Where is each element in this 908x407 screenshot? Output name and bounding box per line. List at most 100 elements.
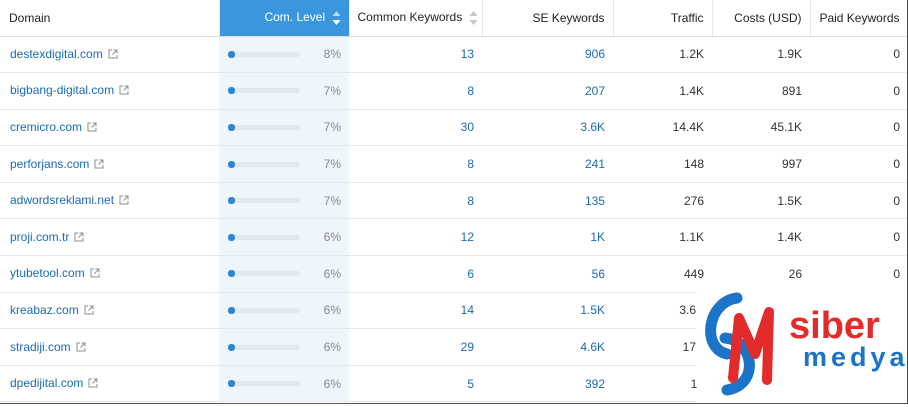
paid-keywords-value: 0 (810, 72, 908, 110)
com-level-bar-fill (228, 160, 235, 168)
com-level-bar (228, 87, 300, 95)
common-keywords-link[interactable]: 5 (467, 376, 474, 391)
domain-cell: proji.com.tr (0, 218, 219, 257)
external-link-icon[interactable] (119, 84, 129, 98)
header-costs[interactable]: Costs (USD) (712, 0, 811, 37)
header-paid-keywords[interactable]: Paid Keywords (810, 0, 908, 37)
se-keywords-link[interactable]: 4.6K (580, 340, 605, 355)
com-level-bar-fill (228, 270, 235, 278)
domain-link[interactable]: adwordsreklami.net (10, 193, 115, 208)
com-level-bar-fill (228, 87, 235, 95)
costs-value: 1.5K (712, 182, 810, 220)
com-level-bar-fill (228, 380, 235, 388)
traffic-value: 449 (613, 255, 712, 293)
se-keywords-cell: 1K (482, 218, 613, 257)
domain-link[interactable]: stradiji.com (10, 339, 71, 354)
domain-cell: destexdigital.com (0, 36, 219, 74)
se-keywords-cell: 207 (482, 72, 613, 110)
common-keywords-cell: 14 (349, 292, 482, 330)
costs-value: 26 (712, 255, 810, 293)
costs-value: 1.9K (712, 36, 810, 74)
table-row: perforjans.com 7% 8 241 148 997 0 (0, 145, 908, 183)
com-level-percent: 7% (323, 157, 341, 172)
sort-desc-icon[interactable] (332, 10, 341, 26)
table-row: ytubetool.com 6% 6 56 449 26 0 (0, 255, 908, 293)
table-row: adwordsreklami.net 7% 8 135 276 1.5K 0 (0, 182, 908, 220)
se-keywords-cell: 392 (482, 365, 613, 403)
domain-link[interactable]: cremicro.com (10, 119, 83, 134)
domain-link[interactable]: destexdigital.com (10, 46, 103, 61)
external-link-icon[interactable] (90, 267, 100, 281)
common-keywords-link[interactable]: 8 (467, 83, 474, 98)
external-link-icon[interactable] (119, 194, 129, 208)
table-header-row: Domain Com. Level Common Keywords SE Key… (0, 0, 908, 37)
common-keywords-link[interactable]: 12 (460, 230, 474, 245)
se-keywords-link[interactable]: 906 (584, 47, 605, 62)
domain-cell: stradiji.com (0, 328, 219, 366)
watermark-line1: siber (789, 305, 880, 347)
common-keywords-link[interactable]: 8 (467, 193, 474, 208)
header-traffic[interactable]: Traffic (613, 0, 713, 37)
header-domain[interactable]: Domain (0, 0, 220, 37)
table-row: proji.com.tr 6% 12 1K 1.1K 1.4K 0 (0, 218, 908, 257)
se-keywords-cell: 241 (482, 145, 613, 183)
se-keywords-link[interactable]: 3.6K (580, 120, 605, 135)
header-com-level[interactable]: Com. Level (219, 0, 350, 37)
traffic-value: 1.1K (613, 218, 712, 257)
paid-keywords-value: 0 (810, 145, 908, 183)
common-keywords-link[interactable]: 13 (460, 47, 474, 62)
external-link-icon[interactable] (84, 304, 94, 318)
paid-keywords-value: 0 (810, 109, 908, 147)
com-level-bar (228, 270, 300, 278)
common-keywords-cell: 8 (349, 72, 482, 110)
common-keywords-cell: 6 (349, 255, 482, 293)
se-keywords-link[interactable]: 1K (590, 230, 605, 245)
com-level-percent: 7% (323, 120, 341, 135)
se-keywords-link[interactable]: 392 (584, 376, 605, 391)
table-row: bigbang-digital.com 7% 8 207 1.4K 891 0 (0, 72, 908, 110)
paid-keywords-value: 0 (810, 182, 908, 220)
common-keywords-link[interactable]: 6 (467, 266, 474, 281)
siber-medya-logo-icon: siber medya (697, 288, 908, 404)
domain-cell: adwordsreklami.net (0, 182, 219, 220)
external-link-icon[interactable] (74, 231, 84, 245)
external-link-icon[interactable] (76, 341, 86, 355)
com-level-percent: 6% (323, 376, 341, 391)
com-level-bar (228, 343, 300, 351)
header-se-keywords[interactable]: SE Keywords (482, 0, 614, 37)
se-keywords-cell: 135 (482, 182, 613, 220)
domain-link[interactable]: proji.com.tr (10, 229, 70, 244)
se-keywords-cell: 3.6K (482, 109, 613, 147)
se-keywords-cell: 4.6K (482, 328, 613, 366)
se-keywords-link[interactable]: 135 (584, 193, 605, 208)
external-link-icon[interactable] (108, 48, 118, 62)
com-level-cell: 6% (219, 292, 349, 330)
common-keywords-link[interactable]: 14 (460, 303, 474, 318)
common-keywords-cell: 12 (349, 218, 482, 257)
sort-icon[interactable] (469, 10, 478, 26)
domain-link[interactable]: perforjans.com (10, 156, 90, 171)
paid-keywords-value: 0 (810, 218, 908, 257)
common-keywords-link[interactable]: 8 (467, 157, 474, 172)
common-keywords-link[interactable]: 29 (460, 340, 474, 355)
domain-link[interactable]: dpedijital.com (10, 376, 84, 391)
com-level-bar (228, 123, 300, 131)
se-keywords-link[interactable]: 241 (584, 157, 605, 172)
se-keywords-link[interactable]: 56 (591, 266, 605, 281)
com-level-cell: 7% (219, 109, 349, 147)
com-level-percent: 8% (323, 47, 341, 62)
traffic-value: 1.2K (613, 36, 712, 74)
se-keywords-link[interactable]: 207 (584, 83, 605, 98)
external-link-icon[interactable] (87, 121, 97, 135)
common-keywords-link[interactable]: 30 (460, 120, 474, 135)
com-level-percent: 7% (323, 83, 341, 98)
header-common-keywords[interactable]: Common Keywords (349, 0, 483, 37)
domain-link[interactable]: bigbang-digital.com (10, 83, 115, 98)
external-link-icon[interactable] (88, 377, 98, 391)
com-level-percent: 6% (323, 303, 341, 318)
se-keywords-link[interactable]: 1.5K (580, 303, 605, 318)
costs-value: 1.4K (712, 218, 810, 257)
domain-link[interactable]: kreabaz.com (10, 302, 79, 317)
domain-link[interactable]: ytubetool.com (10, 266, 85, 281)
external-link-icon[interactable] (94, 158, 104, 172)
